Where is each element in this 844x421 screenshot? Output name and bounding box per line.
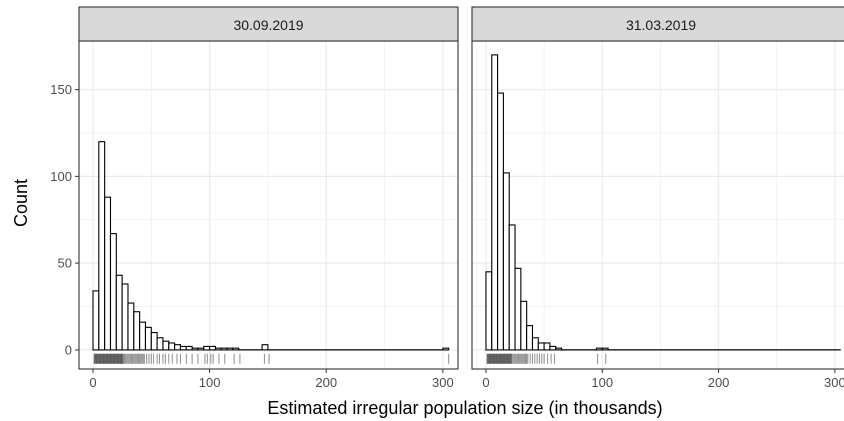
panel1-histogram-bar	[109, 233, 117, 351]
panel2-x-tick-label: 100	[591, 375, 613, 390]
y-tick-label: 150	[50, 82, 72, 97]
panel1-histogram-bar	[214, 347, 222, 351]
panel1-histogram-bar	[197, 347, 205, 351]
panel1-histogram-bar	[191, 347, 199, 351]
panel1-x-tick-label: 100	[199, 375, 221, 390]
panel2-x-tick-label: 0	[482, 375, 489, 390]
panel1-histogram-bar	[220, 347, 228, 351]
panel2-histogram-bar	[595, 347, 603, 351]
bars-layer	[92, 54, 841, 351]
panel2-x-tick-label: 300	[824, 375, 844, 390]
grid-layer	[79, 41, 844, 369]
panel1-histogram-bar	[92, 290, 100, 351]
panel1-histogram-bar	[261, 344, 269, 351]
panel1-histogram-bar	[209, 345, 216, 351]
panel2-background	[472, 41, 844, 369]
panel2-histogram-bar	[520, 300, 528, 351]
panel1-strip-label: 30.09.2019	[233, 17, 303, 33]
panel2-histogram-bar	[514, 267, 522, 351]
panel1-histogram-bar	[156, 337, 164, 351]
panel1-histogram-bar	[121, 283, 129, 351]
panel1-histogram-bar	[104, 196, 112, 351]
panel1-x-tick-label: 0	[89, 375, 96, 390]
panel1-histogram-bar	[127, 302, 135, 351]
ticks-layer: 0 100 200 300 0 50 100 150 0 100 200 300	[50, 82, 844, 390]
panel1-histogram-bar	[162, 340, 170, 351]
panel1-histogram-bar	[139, 321, 147, 351]
panel2-x-tick-label: 200	[708, 375, 730, 390]
rug-layer	[93, 353, 607, 364]
panel1-x-tick-label: 300	[432, 375, 454, 390]
panel2-histogram-bar	[601, 347, 609, 351]
panel1-histogram-bar	[226, 347, 234, 351]
panel2-histogram-bar	[502, 172, 510, 351]
panel2-histogram-bar	[537, 342, 545, 351]
panel2-histogram-bar	[508, 224, 516, 351]
frame-layer: 30.09.2019 31.03.2019	[78, 6, 844, 370]
panel1-histogram-bar	[203, 345, 211, 351]
panel2-histogram-bar	[526, 325, 534, 351]
panel2-strip-label: 31.03.2019	[626, 17, 696, 33]
y-axis-title: Count	[11, 179, 31, 227]
panel1-histogram-bar	[144, 326, 152, 351]
y-tick-label: 0	[65, 342, 72, 357]
panel1-histogram-bar	[115, 274, 123, 351]
panel2-strip	[471, 6, 844, 42]
panel2-histogram-bar	[549, 345, 557, 351]
panel2-histogram-bar	[555, 347, 563, 351]
x-axis-title: Estimated irregular population size (in …	[267, 398, 662, 418]
panel1-histogram-bar	[174, 344, 182, 351]
panel1-background	[79, 41, 458, 369]
panel2-histogram-bar	[543, 342, 551, 351]
panel1-histogram-bar	[179, 345, 187, 351]
panel2-histogram-bar	[531, 337, 539, 351]
panel2-histogram-bar	[497, 92, 504, 351]
panel1-histogram-bar	[133, 311, 141, 351]
panel2-histogram-bar	[485, 271, 493, 351]
y-tick-label: 100	[50, 169, 72, 184]
panel2-histogram-bar	[491, 54, 499, 351]
panel1-histogram-bar	[150, 332, 158, 351]
panel1-histogram-bar	[185, 345, 193, 351]
panel1-histogram-bar	[98, 141, 106, 351]
panel1-histogram-bar	[442, 347, 450, 351]
panel1-x-tick-label: 200	[315, 375, 337, 390]
panel1-strip	[78, 6, 459, 42]
panel1-histogram-bar	[232, 347, 240, 351]
y-tick-label: 50	[58, 256, 72, 271]
panel1-histogram-bar	[168, 342, 176, 351]
